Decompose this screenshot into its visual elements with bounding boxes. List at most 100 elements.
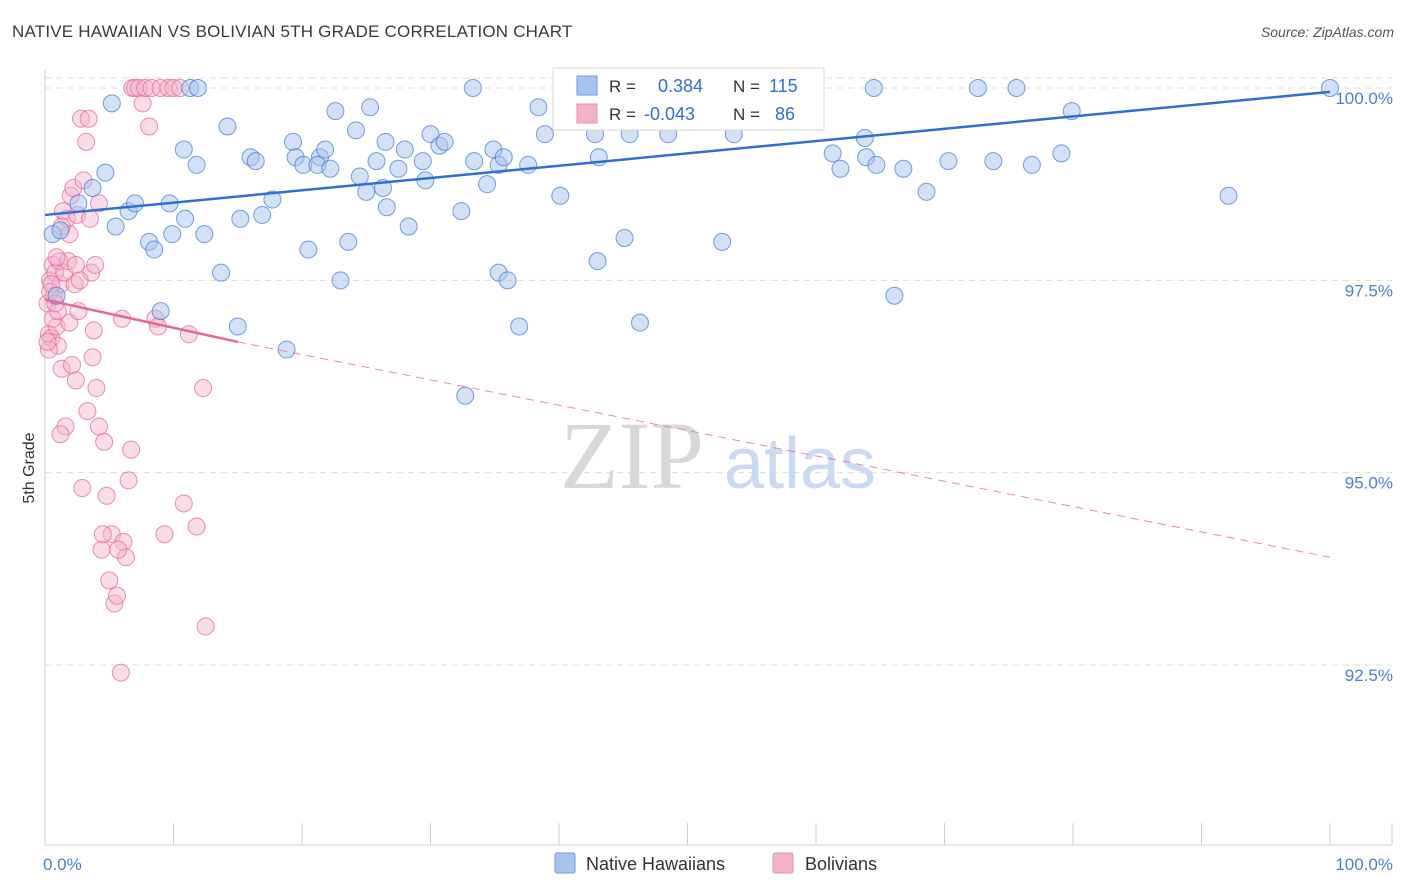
bolivians-point — [51, 425, 70, 444]
y-tick-label: 92.5% — [1345, 666, 1393, 685]
native-hawaiians-point — [452, 202, 471, 221]
native-hawaiians-point — [195, 225, 214, 244]
native-hawaiians-point — [831, 159, 850, 178]
native-hawaiians-point — [253, 205, 272, 224]
legend-bottom: Native Hawaiians Bolivians — [554, 852, 877, 874]
bolivians-point — [129, 79, 148, 97]
native-hawaiians-point — [277, 340, 296, 359]
watermark-zip: ZIP — [560, 402, 704, 509]
native-hawaiians-point — [102, 94, 121, 113]
native-hawaiians-point — [321, 159, 340, 178]
native-hawaiians-point — [339, 232, 358, 251]
native-hawaiians-point — [713, 232, 732, 251]
bolivians-point — [140, 117, 159, 136]
native-hawaiians-point — [1052, 144, 1071, 163]
bolivians-point — [73, 479, 92, 498]
native-hawaiians-point — [299, 240, 318, 259]
bolivians-point — [79, 109, 98, 128]
legend-box: R = 0.384 N = 115 R = -0.043 N = 86 — [552, 67, 825, 131]
native-hawaiians-point — [316, 140, 335, 159]
bolivians-point — [66, 371, 85, 390]
x-tick-labels: 0.0% 100.0% — [43, 855, 1393, 874]
watermark: ZIP atlas — [560, 402, 876, 509]
legend-n-label: N = — [733, 77, 760, 96]
legend-swatch-native-hawaiians — [576, 75, 598, 96]
native-hawaiians-point — [188, 79, 207, 97]
native-hawaiians-point — [263, 190, 282, 209]
bolivians-point — [77, 132, 96, 151]
native-hawaiians-point — [361, 98, 380, 117]
legend-r-label: R = — [609, 77, 636, 96]
native-hawaiians-point — [867, 155, 886, 174]
legend-swatch-bolivians — [576, 103, 598, 124]
native-hawaiians-point — [413, 152, 432, 171]
native-hawaiians-point — [350, 167, 369, 186]
native-hawaiians-point — [478, 175, 497, 194]
bolivians-point — [39, 340, 58, 359]
native-hawaiians-point — [163, 225, 182, 244]
native-hawaiians-point — [588, 252, 607, 271]
bolivians-point — [111, 663, 130, 682]
bolivians-point — [196, 617, 215, 636]
bolivians-point — [71, 109, 90, 128]
bolivians-point — [187, 517, 206, 536]
native-hawaiians-point — [1022, 155, 1041, 174]
y-tick-label: 95.0% — [1345, 474, 1393, 493]
native-hawaiians-point — [231, 209, 250, 228]
native-hawaiians-point — [367, 152, 386, 171]
x-tick-label: 100.0% — [1335, 855, 1393, 874]
native-hawaiians-point — [615, 229, 634, 248]
legend-bottom-swatch-bolivians — [772, 852, 794, 874]
native-hawaiians-point — [69, 194, 88, 213]
source-label: Source: ZipAtlas.com — [1260, 24, 1394, 40]
bolivians-point — [174, 494, 193, 513]
bolivians-point — [95, 432, 114, 451]
native-hawaiians-point — [284, 132, 303, 151]
native-hawaiians-point — [551, 186, 570, 205]
native-hawaiians-point — [377, 198, 396, 217]
bolivians-point — [89, 194, 108, 213]
grid-lines — [45, 77, 1392, 666]
bolivians-point — [66, 255, 85, 274]
bolivians-points — [38, 79, 215, 682]
bolivians-point — [116, 548, 135, 567]
native-hawaiians-point — [151, 302, 170, 321]
legend-r-value: 0.384 — [658, 76, 703, 96]
bolivians-point — [155, 525, 174, 544]
native-hawaiians-point — [51, 221, 70, 240]
native-hawaiians-point — [456, 386, 475, 405]
native-hawaiians-point — [630, 313, 649, 332]
bolivians-point — [100, 571, 119, 590]
native-hawaiians-point — [176, 209, 195, 228]
native-hawaiians-point — [498, 271, 517, 290]
bolivians-trend-line-dashed — [237, 341, 1331, 558]
bolivians-point — [47, 248, 66, 267]
native-hawaiians-point — [145, 240, 164, 259]
native-hawaiians-point — [494, 148, 513, 167]
bolivians-point — [107, 586, 126, 605]
native-hawaiians-point — [125, 194, 144, 213]
native-hawaiians-point — [1007, 79, 1026, 97]
native-hawaiians-point — [984, 152, 1003, 171]
bolivians-point — [133, 94, 152, 113]
native-hawaiians-point — [218, 117, 237, 136]
bolivians-point — [119, 471, 138, 490]
y-tick-label: 100.0% — [1335, 89, 1393, 108]
native-hawaiians-point — [395, 140, 414, 159]
bolivians-point — [62, 355, 81, 374]
y-axis-label: 5th Grade — [21, 432, 38, 503]
y-tick-label: 97.5% — [1345, 281, 1393, 300]
bolivians-point — [179, 325, 198, 344]
bolivians-point — [78, 402, 97, 421]
native-hawaiians-point — [968, 79, 987, 97]
native-hawaiians-point — [939, 152, 958, 171]
axes — [44, 70, 1393, 846]
legend-bottom-swatch-native-hawaiians — [554, 852, 576, 874]
legend-r-label: R = — [609, 105, 636, 124]
native-hawaiians-point — [529, 98, 548, 117]
native-hawaiians-point — [435, 132, 454, 151]
legend-n-value: 86 — [775, 104, 795, 124]
bolivians-point — [38, 332, 57, 351]
native-hawaiians-point — [174, 140, 193, 159]
native-hawaiians-point — [823, 144, 842, 163]
